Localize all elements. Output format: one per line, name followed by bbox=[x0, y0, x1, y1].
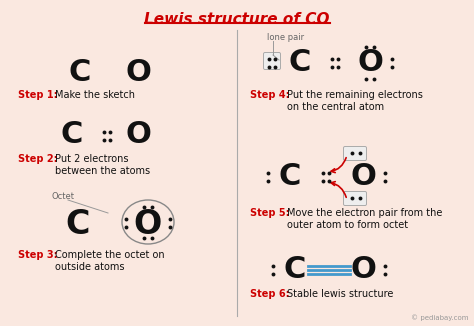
Text: O: O bbox=[357, 48, 383, 77]
Text: Put the remaining electrons
on the central atom: Put the remaining electrons on the centr… bbox=[287, 90, 423, 111]
Text: Complete the octet on
outside atoms: Complete the octet on outside atoms bbox=[55, 250, 164, 272]
Text: C: C bbox=[289, 48, 311, 77]
Text: Step 6:: Step 6: bbox=[250, 289, 290, 299]
Text: © pediabay.com: © pediabay.com bbox=[411, 314, 469, 321]
FancyBboxPatch shape bbox=[264, 52, 281, 69]
Text: C: C bbox=[284, 255, 306, 284]
FancyArrowPatch shape bbox=[331, 158, 346, 172]
FancyArrowPatch shape bbox=[331, 182, 346, 197]
Text: Step 1:: Step 1: bbox=[18, 90, 58, 100]
Text: Step 5:: Step 5: bbox=[250, 208, 290, 218]
Text: O: O bbox=[125, 120, 151, 149]
Text: O: O bbox=[134, 208, 162, 241]
Text: Lewis structure of CO: Lewis structure of CO bbox=[144, 12, 330, 27]
Text: Step 3:: Step 3: bbox=[18, 250, 58, 260]
Text: C: C bbox=[66, 208, 90, 241]
Text: Stable lewis structure: Stable lewis structure bbox=[287, 289, 393, 299]
Text: Make the sketch: Make the sketch bbox=[55, 90, 135, 100]
Text: C: C bbox=[61, 120, 83, 149]
Text: lone pair: lone pair bbox=[267, 33, 304, 42]
Text: Step 4:: Step 4: bbox=[250, 90, 290, 100]
Text: C: C bbox=[279, 162, 301, 191]
Text: Octet: Octet bbox=[52, 192, 75, 201]
Text: C: C bbox=[69, 58, 91, 87]
Text: O: O bbox=[125, 58, 151, 87]
Text: O: O bbox=[350, 255, 376, 284]
Text: Step 2:: Step 2: bbox=[18, 154, 58, 164]
FancyBboxPatch shape bbox=[344, 146, 366, 160]
Text: O: O bbox=[350, 162, 376, 191]
Text: Put 2 electrons
between the atoms: Put 2 electrons between the atoms bbox=[55, 154, 150, 176]
FancyBboxPatch shape bbox=[344, 191, 366, 205]
Text: Move the electron pair from the
outer atom to form octet: Move the electron pair from the outer at… bbox=[287, 208, 442, 230]
